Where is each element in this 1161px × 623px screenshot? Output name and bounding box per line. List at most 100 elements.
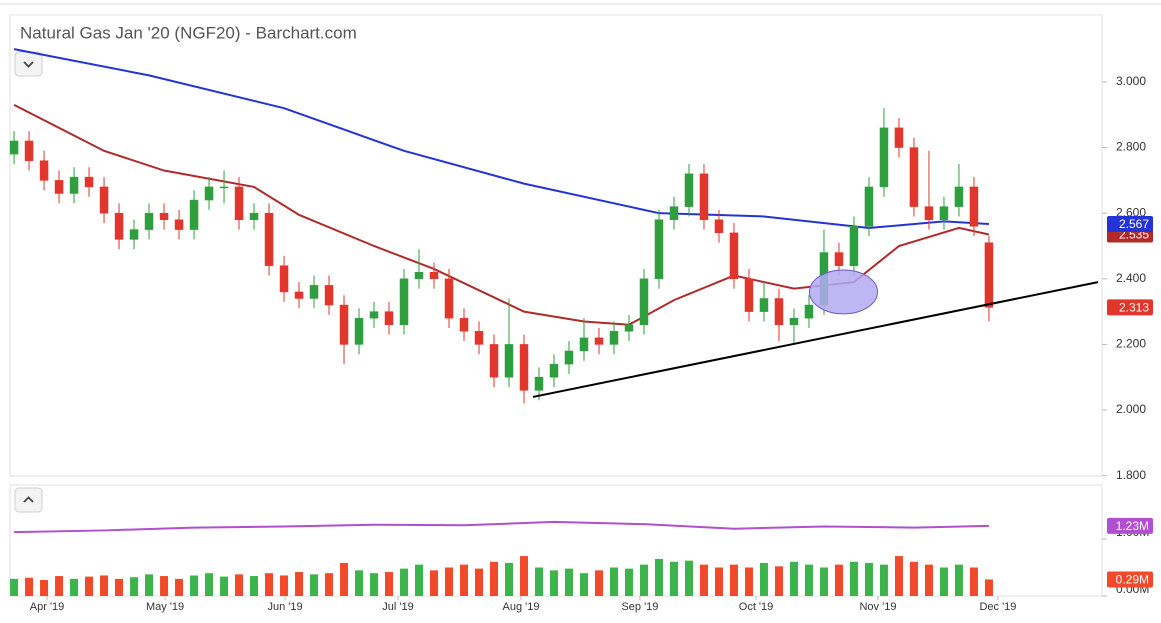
volume-bar [430,570,439,596]
candle-body [114,212,124,240]
candle-body [339,304,349,345]
candle-body [579,337,589,352]
volume-bar [265,573,274,596]
candle-body [489,344,499,378]
volume-bar [729,564,738,596]
candle-body [84,176,94,188]
candle-body [459,317,469,332]
candle-body [39,160,49,181]
price-tag-label: 2.567 [1119,217,1149,231]
price-panel [9,14,1103,477]
y-tick-label: 2.400 [1116,271,1146,285]
x-tick-label: Dec '19 [979,601,1016,613]
volume-bar [579,573,588,596]
volume-bar [400,568,409,596]
candle-body [264,212,274,266]
volume-bar [280,575,289,596]
candle-body [744,278,754,312]
volume-bar [624,568,633,596]
candle-body [564,350,574,365]
volume-bar [849,561,858,596]
x-tick-label: Nov '19 [859,601,896,613]
volume-bar [340,562,349,596]
volume-bar [415,564,424,596]
volume-bar [295,572,304,596]
expand-button[interactable] [14,487,43,513]
y-tick-label: 2.000 [1116,402,1146,416]
volume-bar [564,568,573,596]
volume-bar [744,567,753,596]
candle-body [864,186,874,227]
y-tick-label: 2.800 [1116,140,1146,154]
volume-bar [40,580,49,596]
volume-bar [475,568,484,596]
volume-bar [984,579,993,596]
volume-bar [145,574,154,596]
candle-body [879,127,889,188]
volume-bar [684,560,693,596]
y-tick-label: 2.200 [1116,337,1146,351]
candle-body [834,252,844,266]
candle-body [174,219,184,230]
candle-body [219,186,229,189]
volume-bar [789,561,798,596]
chevron-down [23,61,34,68]
volume-bar [385,572,394,596]
y-tick-label: 3.000 [1116,74,1146,88]
candle-body [684,173,694,207]
candle-body [189,199,199,230]
volume-bar [939,567,948,596]
candle-body [474,331,484,345]
volume-bar [924,564,933,596]
volume-bar [250,576,259,596]
volume-bar [654,558,663,596]
volume-bar [879,564,888,596]
volume-bar [774,566,783,596]
volume-bar [909,561,918,596]
volume-bar [370,573,379,596]
price-tag [1107,571,1153,588]
x-tick-label: May '19 [146,601,184,613]
volume-bar [804,564,813,596]
volume-bar [55,576,64,596]
x-tick-label: Jun '19 [268,601,303,613]
candle-body [504,344,514,378]
button-box[interactable] [14,487,43,513]
candle-body [984,242,994,308]
candle-body [699,173,709,220]
candle-body [369,311,379,319]
volume-bar [460,564,469,596]
candle-body [444,278,454,319]
candle-body [759,298,769,312]
candle-body [384,311,394,325]
candle-body [714,219,724,234]
volume-bar [699,564,708,596]
button-box[interactable] [14,51,43,77]
chart-title: Natural Gas Jan '20 (NGF20) - Barchart.c… [20,23,357,42]
volume-bar [714,567,723,596]
candle-body [849,226,859,266]
candle-body [639,278,649,325]
volume-bar [25,577,34,596]
volume-bar [550,570,558,596]
candle-body [54,180,64,194]
volume-bar [70,578,79,596]
price-tag [1107,216,1153,233]
candle-body [909,147,919,207]
volume-bar [355,570,364,596]
y-tick-label: 2.600 [1116,205,1146,219]
moving-average [13,48,990,229]
candle-body [549,363,559,378]
volume-bar [235,574,244,596]
candle-body [234,186,244,220]
candle-body [669,206,679,220]
collapse-button[interactable] [14,51,43,77]
candle-body [624,324,634,332]
highlight-ellipse [808,269,879,315]
candle-body [789,317,799,325]
candle-body [129,229,139,240]
volume-bar [669,561,678,596]
